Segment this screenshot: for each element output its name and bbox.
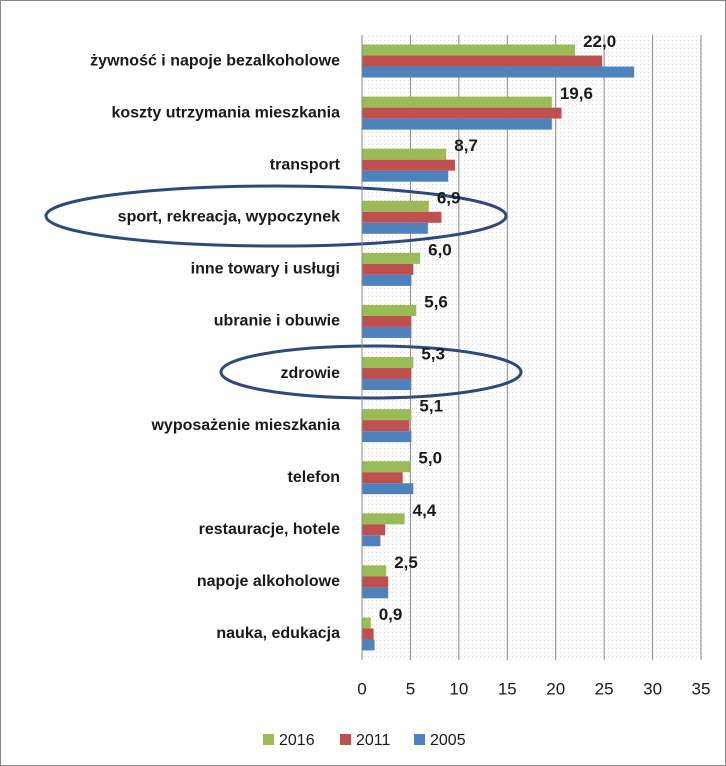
data-label: 6,0: [428, 240, 452, 259]
bar: [362, 483, 414, 495]
x-tick-label: 10: [449, 679, 468, 698]
category-label: zdrowie: [280, 365, 340, 382]
bar: [362, 326, 412, 338]
bar: [362, 304, 417, 316]
bar: [362, 472, 403, 484]
x-tick-label: 30: [643, 679, 662, 698]
category-label: nauka, edukacja: [216, 625, 340, 642]
data-label: 5,3: [421, 345, 445, 364]
data-label: 4,4: [413, 501, 437, 520]
bar: [362, 55, 603, 67]
bar: [362, 200, 429, 212]
bar: [362, 159, 455, 171]
category-label: inne towary i usługi: [191, 261, 340, 278]
category-label: restauracje, hotele: [199, 521, 341, 538]
bar: [362, 315, 412, 327]
bar: [362, 617, 371, 629]
bar: [362, 379, 412, 391]
data-label: 5,0: [418, 449, 442, 468]
category-label: żywność i napoje bezalkoholowe: [90, 52, 340, 69]
bar: [362, 44, 576, 56]
bar: [362, 66, 635, 78]
category-label: wyposażenie mieszkania: [150, 417, 340, 434]
bar: [362, 252, 421, 264]
bar: [362, 565, 387, 577]
category-label: ubranie i obuwie: [214, 313, 340, 330]
data-label: 0,9: [379, 605, 403, 624]
data-label: 22,0: [583, 32, 616, 51]
category-label: transport: [270, 156, 341, 173]
bar: [362, 535, 381, 547]
x-tick-label: 25: [595, 679, 614, 698]
x-tick-label: 20: [546, 679, 565, 698]
highlight-ellipse: [219, 344, 523, 400]
bar: [362, 420, 410, 432]
data-label: 8,7: [454, 136, 478, 155]
bar: [362, 431, 412, 443]
bar: [362, 628, 374, 640]
legend-swatch: [340, 734, 351, 745]
data-label: 5,6: [424, 292, 448, 311]
bar: [362, 461, 411, 473]
bar: [362, 96, 552, 108]
legend-label: 2016: [279, 732, 315, 749]
bar: [362, 107, 562, 119]
legend-label: 2005: [430, 732, 466, 749]
data-label: 5,1: [419, 397, 443, 416]
bar: [362, 118, 552, 130]
bar: [362, 274, 412, 286]
category-label: telefon: [288, 469, 340, 486]
x-tick-label: 15: [498, 679, 517, 698]
x-tick-label: 0: [357, 679, 366, 698]
bar: [362, 639, 375, 651]
bar: [362, 587, 389, 599]
bar: [362, 513, 405, 525]
bar: [362, 263, 414, 275]
bar: [362, 222, 428, 234]
bar: [362, 524, 386, 536]
bar: [362, 368, 412, 380]
legend-label: 2011: [356, 732, 391, 749]
x-tick-label: 35: [692, 679, 711, 698]
x-tick-label: 5: [406, 679, 415, 698]
bar: [362, 170, 449, 182]
legend-swatch: [263, 734, 274, 745]
data-label: 6,9: [437, 188, 461, 207]
highlight-ellipse: [44, 184, 508, 248]
legend-swatch: [414, 734, 425, 745]
bar: [362, 409, 412, 421]
data-label: 2,5: [394, 553, 418, 572]
bar: [362, 148, 447, 160]
category-label: koszty utrzymania mieszkania: [111, 104, 340, 121]
category-label: napoje alkoholowe: [197, 573, 340, 590]
bar: [362, 211, 442, 223]
category-label: sport, rekreacja, wypoczynek: [118, 209, 340, 226]
bar: [362, 576, 389, 588]
bar: [362, 357, 414, 369]
data-label: 19,6: [560, 84, 593, 103]
